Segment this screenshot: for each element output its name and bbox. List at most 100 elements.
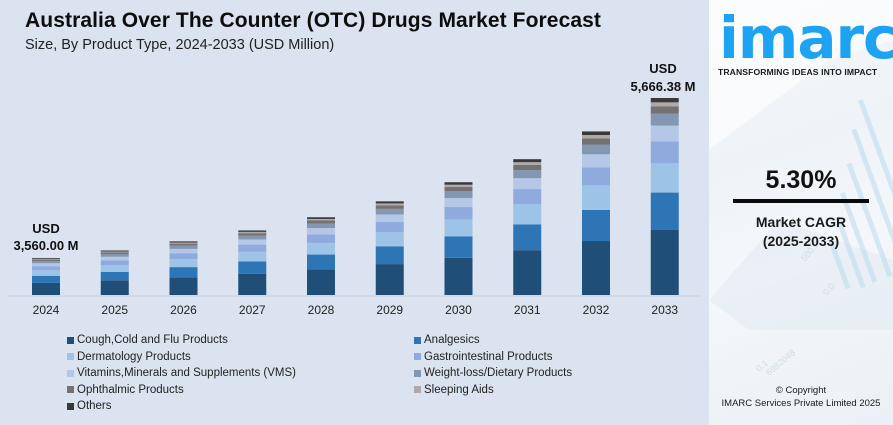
legend-item-analgesics[interactable]: Analgesics <box>414 333 480 347</box>
bar-segment-2025-weight-loss-dietary-products <box>100 254 129 257</box>
chart-subtitle: Size, By Product Type, 2024-2033 (USD Mi… <box>25 37 335 53</box>
legend-label: Dermatology Products <box>77 350 191 363</box>
stacked-bar-chart: 2024 2025 2026 2027 2028 2029 2030 2031 2032 2033… <box>8 61 700 317</box>
legend-item-others[interactable]: Others <box>67 399 112 413</box>
legend-item-weight-loss-dietary-products[interactable]: Weight-loss/Dietary Products <box>414 366 572 380</box>
data-labels: USD 3,560.00 M USD 5,666.38 M <box>13 61 695 253</box>
bar-segment-2031-others <box>513 159 542 163</box>
bar-segment-2033-others <box>650 98 679 103</box>
bar-segment-2029-gastrointestinal-products <box>375 221 404 233</box>
bar-segment-2032-weight-loss-dietary-products <box>582 144 610 155</box>
bar-segment-2027-gastrointestinal-products <box>238 244 267 252</box>
x-tick-label-2030: 2030 <box>445 303 472 317</box>
bar-segment-2028-vitamins-minerals-and-supplements-vms <box>307 228 335 235</box>
bar-segment-2025-ophthalmic-products <box>100 252 129 255</box>
data-label-2024-value: 3,560.00 M <box>13 238 78 253</box>
x-tick-label-2028: 2028 <box>308 303 335 317</box>
info-panel: 500.0 0.0 0.1 6982048 imarc TRANSFORMING… <box>709 0 893 425</box>
legend-label: Ophthalmic Products <box>77 383 184 396</box>
bar-segment-2024-ophthalmic-products <box>32 259 60 261</box>
svg-text:6982048: 6982048 <box>764 347 797 377</box>
bar-segment-2026-dermatology-products <box>169 259 198 268</box>
bar-segment-2026-ophthalmic-products <box>169 243 198 246</box>
bar-segment-2031-weight-loss-dietary-products <box>513 170 542 179</box>
bar-segment-2033-weight-loss-dietary-products <box>650 113 679 126</box>
bar-segment-2031-cough-cold-and-flu-products <box>513 250 542 295</box>
legend-swatch <box>67 353 74 361</box>
bar-segment-2029-ophthalmic-products <box>375 205 404 209</box>
legend-item-cough-cold-and-flu-products[interactable]: Cough,Cold and Flu Products <box>67 333 228 347</box>
legend-label: Analgesics <box>424 334 480 346</box>
bar-segment-2030-cough-cold-and-flu-products <box>444 257 473 295</box>
copyright-owner: IMARC Services Private Limited 2025 <box>721 398 881 409</box>
cagr-label: Market CAGR (2025-2033) <box>709 213 893 251</box>
bar-segment-2028-gastrointestinal-products <box>307 234 335 243</box>
legend-item-gastrointestinal-products[interactable]: Gastrointestinal Products <box>414 350 552 364</box>
bar-segment-2029-sleeping-aids <box>375 203 404 206</box>
bar-segment-2025-others <box>100 250 129 252</box>
bar-segment-2027-weight-loss-dietary-products <box>238 235 267 240</box>
legend-label: Weight-loss/Dietary Products <box>424 367 573 380</box>
legend-item-ophthalmic-products[interactable]: Ophthalmic Products <box>67 383 184 397</box>
bar-segment-2032-sleeping-aids <box>582 135 610 139</box>
x-tick-labels: 2024 2025 2026 2027 2028 2029 2030 2031 2032 2033 <box>33 303 679 317</box>
bar-segment-2030-gastrointestinal-products <box>444 207 473 220</box>
bar-segment-2025-sleeping-aids <box>100 251 129 253</box>
x-tick-label-2026: 2026 <box>170 303 197 317</box>
bar-segment-2025-analgesics <box>100 271 129 281</box>
bar-segment-2030-vitamins-minerals-and-supplements-vms <box>444 198 473 208</box>
bar-segment-2033-dermatology-products <box>650 163 679 193</box>
bar-segment-2026-vitamins-minerals-and-supplements-vms <box>169 248 198 254</box>
bar-segment-2024-cough-cold-and-flu-products <box>32 282 60 295</box>
bar-segment-2028-analgesics <box>307 254 335 270</box>
legend-swatch <box>414 336 421 344</box>
bar-segment-2033-vitamins-minerals-and-supplements-vms <box>650 125 679 142</box>
bar-segment-2027-cough-cold-and-flu-products <box>238 273 267 295</box>
bar-segment-2030-dermatology-products <box>444 219 473 237</box>
x-tick-label-2024: 2024 <box>33 303 60 317</box>
bar-segment-2027-others <box>238 230 267 232</box>
legend-swatch <box>67 402 74 410</box>
bar-segment-2025-vitamins-minerals-and-supplements-vms <box>100 256 129 261</box>
bar-segment-2030-ophthalmic-products <box>444 186 473 192</box>
cagr-label-period: (2025-2033) <box>762 233 840 249</box>
bar-segment-2028-sleeping-aids <box>307 218 335 221</box>
legend-swatch <box>67 369 74 377</box>
bar-segment-2026-cough-cold-and-flu-products <box>169 277 198 295</box>
bar-segment-2032-ophthalmic-products <box>582 138 610 145</box>
data-label-2024-currency: USD <box>32 221 59 236</box>
bar-segment-2024-others <box>32 258 60 259</box>
bar-segment-2024-analgesics <box>32 275 60 283</box>
bar-segment-2027-vitamins-minerals-and-supplements-vms <box>238 239 267 245</box>
bar-segment-2028-weight-loss-dietary-products <box>307 223 335 229</box>
logo-tagline: TRANSFORMING IDEAS INTO IMPACT <box>718 67 878 77</box>
bar-segment-2026-gastrointestinal-products <box>169 253 198 260</box>
data-label-2033-value: 5,666.38 M <box>630 79 695 94</box>
cagr-divider <box>733 199 869 203</box>
bar-segment-2032-gastrointestinal-products <box>582 167 610 186</box>
bar-segment-2028-cough-cold-and-flu-products <box>307 269 335 295</box>
legend-item-vitamins-minerals-and-supplements-vms[interactable]: Vitamins,Minerals and Supplements (VMS) <box>67 366 296 380</box>
bar-segment-2031-ophthalmic-products <box>513 164 542 171</box>
bar-segment-2032-analgesics <box>582 209 610 242</box>
legend-item-sleeping-aids[interactable]: Sleeping Aids <box>414 383 494 397</box>
legend-swatch <box>67 386 74 394</box>
bar-segment-2027-dermatology-products <box>238 251 267 262</box>
legend-item-dermatology-products[interactable]: Dermatology Products <box>67 350 191 364</box>
bar-segment-2026-others <box>169 241 198 243</box>
chart-title: Australia Over The Counter (OTC) Drugs M… <box>25 9 602 32</box>
bar-segment-2033-cough-cold-and-flu-products <box>650 229 679 295</box>
bar-segment-2031-gastrointestinal-products <box>513 189 542 204</box>
bar-segment-2032-cough-cold-and-flu-products <box>582 241 610 295</box>
x-tick-label-2032: 2032 <box>583 303 610 317</box>
legend-label: Vitamins,Minerals and Supplements (VMS) <box>77 367 297 380</box>
legend-label: Cough,Cold and Flu Products <box>77 334 228 346</box>
bar-segment-2028-others <box>307 217 335 219</box>
legend-swatch <box>414 386 421 394</box>
bar-segment-2031-sleeping-aids <box>513 162 542 165</box>
bar-segment-2026-weight-loss-dietary-products <box>169 245 198 249</box>
cagr-value: 5.30% <box>765 166 837 194</box>
bar-segment-2026-analgesics <box>169 267 198 278</box>
bar-segment-2029-analgesics <box>375 246 404 265</box>
bar-segment-2030-sleeping-aids <box>444 184 473 187</box>
